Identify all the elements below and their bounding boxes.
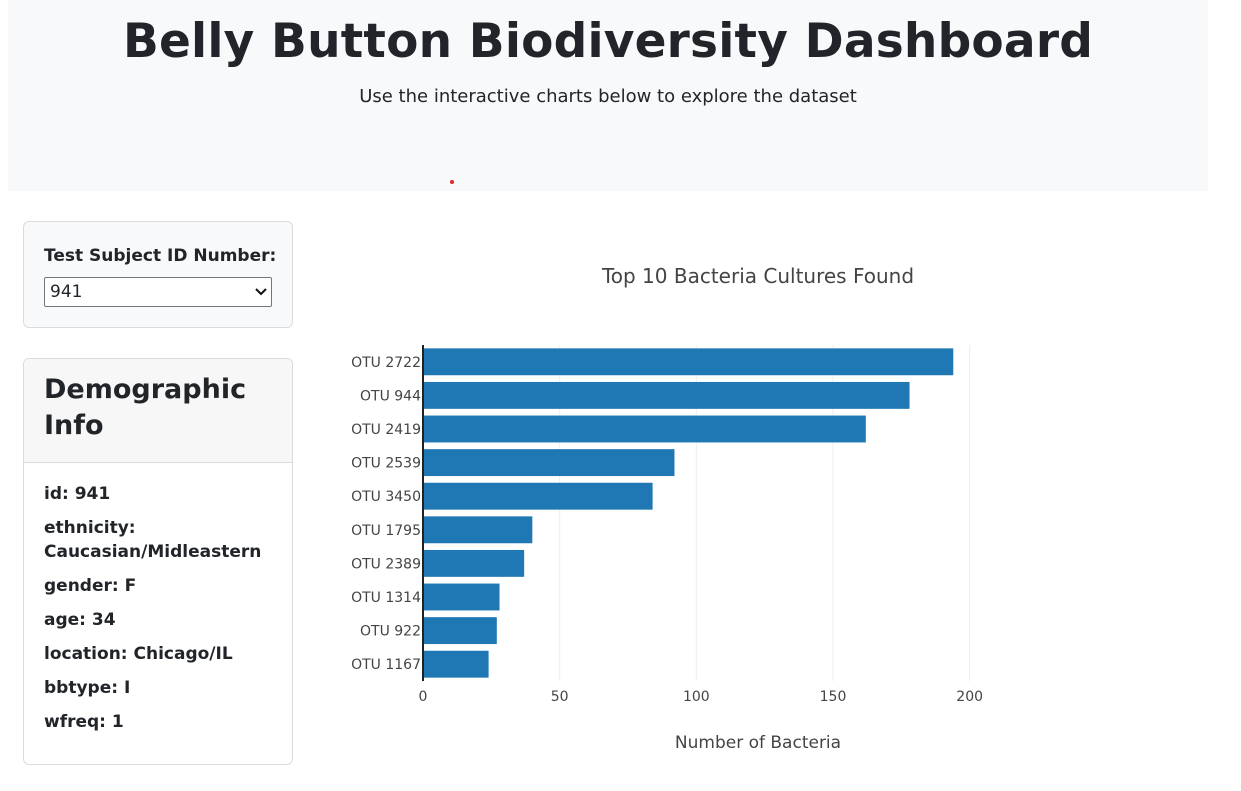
bar[interactable] (423, 516, 533, 544)
y-tick-label: OTU 944 (360, 388, 421, 404)
demographic-item: wfreq: 1 (44, 712, 124, 732)
red-dot-marker (450, 180, 454, 184)
bar[interactable] (423, 449, 675, 477)
bar[interactable] (423, 415, 866, 443)
demographic-item: bbtype: I (44, 678, 131, 698)
header-jumbotron: Belly Button Biodiversity Dashboard Use … (8, 0, 1208, 191)
chevron-down-icon (255, 288, 267, 296)
bar[interactable] (423, 650, 489, 678)
bar[interactable] (423, 348, 954, 376)
bar[interactable] (423, 549, 525, 577)
bar-chart-container: OTU 2722 OTU 944 OTU 2419 OTU 2539 OTU 3450 O… (300, 230, 1220, 770)
y-tick-label: OTU 3450 (351, 489, 421, 505)
demographic-item: ethnicity: Caucasian/Midleastern (44, 518, 262, 562)
bar[interactable] (423, 482, 653, 510)
x-tick-label: 200 (956, 689, 983, 705)
x-tick-label: 0 (419, 689, 428, 705)
bar[interactable] (423, 381, 910, 409)
bar[interactable] (423, 583, 500, 611)
demographic-card: Demographic Info id: 941 ethnicity: Cauc… (23, 358, 293, 765)
selector-label: Test Subject ID Number: (44, 246, 277, 266)
y-tick-label: OTU 1314 (351, 590, 421, 606)
y-tick-label: OTU 2539 (351, 456, 421, 472)
demographic-item: gender: F (44, 576, 137, 596)
subject-id-select-value: 941 (50, 282, 83, 302)
selector-card: Test Subject ID Number: 941 (23, 221, 293, 328)
demographic-title: Demographic Info (44, 374, 247, 441)
x-tick-label: 100 (683, 689, 710, 705)
demographic-list: id: 941 ethnicity: Caucasian/Midleastern… (44, 482, 279, 744)
page-subtitle: Use the interactive charts below to expl… (359, 86, 857, 107)
demographic-item: id: 941 (44, 484, 111, 504)
bar[interactable] (423, 617, 497, 645)
x-tick-label: 150 (820, 689, 847, 705)
x-tick-label: 50 (551, 689, 569, 705)
y-tick-label: OTU 2389 (351, 556, 421, 572)
page-title: Belly Button Biodiversity Dashboard (122, 14, 1094, 69)
x-axis-label: Number of Bacteria (675, 733, 841, 753)
demographic-item: location: Chicago/IL (44, 644, 233, 664)
bar-chart[interactable]: OTU 2722 OTU 944 OTU 2419 OTU 2539 OTU 3450 O… (300, 230, 1220, 770)
demographic-card-header: Demographic Info (24, 359, 292, 463)
y-tick-label: OTU 2722 (351, 355, 421, 371)
y-tick-label: OTU 2419 (351, 422, 421, 438)
subject-id-select[interactable]: 941 (44, 277, 272, 307)
y-tick-label: OTU 1795 (351, 523, 421, 539)
y-tick-label: OTU 1167 (351, 657, 421, 673)
y-tick-label: OTU 922 (360, 624, 421, 640)
chart-title: Top 10 Bacteria Cultures Found (601, 264, 914, 288)
demographic-item: age: 34 (44, 610, 116, 630)
